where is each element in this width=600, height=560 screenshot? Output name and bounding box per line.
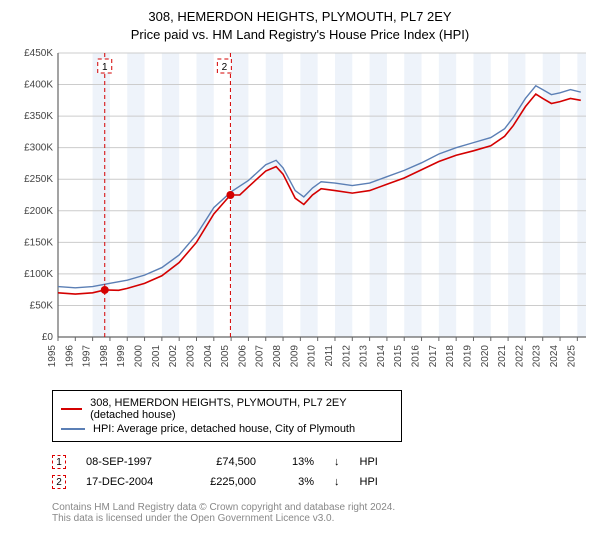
arrow-down-icon: ↓	[334, 456, 340, 468]
x-axis-label: 1996	[64, 345, 75, 368]
x-axis-label: 2010	[307, 345, 318, 368]
y-axis-label: £200K	[24, 206, 53, 217]
year-band	[508, 53, 525, 337]
year-band	[577, 53, 586, 337]
legend-row: HPI: Average price, detached house, City…	[61, 422, 393, 436]
x-axis-label: 2019	[462, 345, 473, 368]
title-line-1: 308, HEMERDON HEIGHTS, PLYMOUTH, PL7 2EY	[148, 9, 451, 24]
legend-swatch	[61, 408, 82, 410]
x-axis-label: 2003	[185, 345, 196, 368]
transaction-pct: 13%	[276, 456, 314, 468]
transaction-row: 1 08-SEP-1997 £74,500 13% ↓ HPI	[52, 452, 590, 472]
x-axis-label: 2000	[134, 345, 145, 368]
x-axis-label: 2025	[566, 345, 577, 368]
transaction-marker: 1	[52, 455, 66, 469]
transaction-date: 17-DEC-2004	[86, 476, 168, 488]
year-band	[370, 53, 387, 337]
x-axis-label: 2011	[324, 345, 335, 367]
x-axis-label: 2006	[237, 345, 248, 368]
x-axis-label: 2009	[289, 345, 300, 368]
y-axis-label: £250K	[24, 174, 53, 185]
marker-label: 2	[222, 62, 228, 73]
marker-label: 1	[102, 62, 108, 73]
transaction-marker: 2	[52, 475, 66, 489]
x-axis-label: 2004	[203, 345, 214, 368]
year-band	[439, 53, 456, 337]
transaction-row: 2 17-DEC-2004 £225,000 3% ↓ HPI	[52, 472, 590, 492]
x-axis-label: 2014	[376, 345, 387, 368]
x-axis-label: 2018	[445, 345, 456, 368]
x-axis-label: 2001	[151, 345, 162, 368]
chart-title: 308, HEMERDON HEIGHTS, PLYMOUTH, PL7 2EY…	[10, 8, 590, 43]
footer-line-1: Contains HM Land Registry data © Crown c…	[52, 502, 395, 513]
x-axis-label: 2013	[359, 345, 370, 368]
marker-dot	[101, 286, 109, 294]
x-axis-label: 2005	[220, 345, 231, 368]
year-band	[196, 53, 213, 337]
year-band	[300, 53, 317, 337]
x-axis-label: 2016	[411, 345, 422, 368]
y-axis-label: £300K	[24, 143, 53, 154]
x-axis-label: 1999	[116, 345, 127, 368]
year-band	[266, 53, 283, 337]
title-line-2: Price paid vs. HM Land Registry's House …	[131, 27, 469, 42]
arrow-down-icon: ↓	[334, 476, 340, 488]
x-axis-label: 2008	[272, 345, 283, 368]
y-axis-label: £100K	[24, 269, 53, 280]
legend-row: 308, HEMERDON HEIGHTS, PLYMOUTH, PL7 2EY…	[61, 396, 393, 422]
legend: 308, HEMERDON HEIGHTS, PLYMOUTH, PL7 2EY…	[52, 390, 402, 442]
legend-swatch	[61, 428, 85, 430]
transaction-hpi-label: HPI	[360, 476, 378, 488]
year-band	[162, 53, 179, 337]
price-chart: £0 £50K £100K £150K £200K £250K £300K £350K £400…	[10, 47, 590, 382]
y-axis-label: £50K	[30, 301, 54, 312]
x-axis-label: 2007	[255, 345, 266, 368]
x-axis-label: 1998	[99, 345, 110, 368]
year-band	[335, 53, 352, 337]
x-axis-label: 1995	[47, 345, 58, 368]
x-axis-label: 2017	[428, 345, 439, 368]
marker-dot	[226, 191, 234, 199]
year-band	[93, 53, 110, 337]
x-axis-label: 2002	[168, 345, 179, 368]
x-axis-label: 2020	[480, 345, 491, 368]
year-band	[404, 53, 421, 337]
transaction-pct: 3%	[276, 476, 314, 488]
transaction-date: 08-SEP-1997	[86, 456, 168, 468]
footer-line-2: This data is licensed under the Open Gov…	[52, 513, 334, 524]
y-axis-label: £450K	[24, 48, 53, 59]
year-band	[473, 53, 490, 337]
x-axis-label: 1997	[82, 345, 93, 368]
y-axis-label: £400K	[24, 80, 53, 91]
x-axis-label: 2022	[514, 345, 525, 368]
transaction-price: £74,500	[188, 456, 256, 468]
legend-label: 308, HEMERDON HEIGHTS, PLYMOUTH, PL7 2EY…	[90, 397, 393, 421]
y-axis-label: £0	[42, 332, 54, 343]
y-axis-label: £150K	[24, 237, 53, 248]
year-band	[127, 53, 144, 337]
x-axis-label: 2021	[497, 345, 508, 368]
year-band	[543, 53, 560, 337]
transaction-price: £225,000	[188, 476, 256, 488]
x-axis-label: 2012	[341, 345, 352, 368]
y-axis-label: £350K	[24, 111, 53, 122]
x-axis-label: 2023	[532, 345, 543, 368]
transaction-table: 1 08-SEP-1997 £74,500 13% ↓ HPI 2 17-DEC-2004 £2…	[52, 452, 590, 492]
footer-attribution: Contains HM Land Registry data © Crown c…	[52, 502, 590, 524]
x-axis-label: 2015	[393, 345, 404, 368]
transaction-hpi-label: HPI	[360, 456, 378, 468]
legend-label: HPI: Average price, detached house, City…	[93, 423, 355, 435]
x-axis-label: 2024	[549, 345, 560, 368]
